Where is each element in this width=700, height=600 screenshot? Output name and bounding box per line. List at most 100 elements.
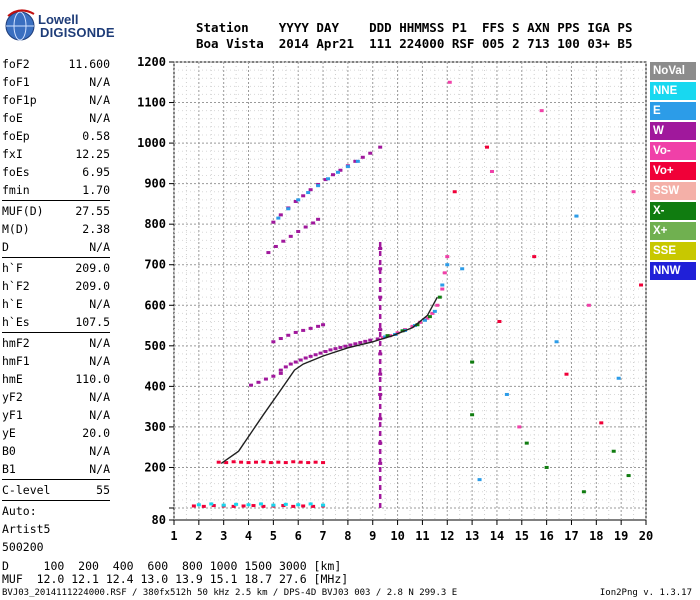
y-tick-label: 200 (144, 460, 166, 474)
echo-point (564, 372, 569, 376)
echo-point (517, 425, 522, 429)
echo-point (291, 460, 296, 464)
param-value: 209.0 (75, 279, 110, 293)
echo-point (425, 316, 430, 320)
echo-point (301, 194, 306, 198)
echo-point (497, 319, 502, 323)
param-value: N/A (89, 336, 110, 350)
echo-point (485, 145, 490, 149)
param-value: 110.0 (75, 372, 110, 386)
param-row: hmF2 N/A (2, 334, 110, 352)
param-row: M(D) 2.38 (2, 220, 110, 238)
echo-point (378, 461, 383, 465)
echo-point (278, 368, 283, 372)
echo-point (283, 461, 288, 465)
echo-point (298, 358, 303, 362)
echo-point (586, 303, 591, 307)
version-label: Ion2Png v. 1.3.17 (599, 588, 692, 598)
param-row: fmin 1.70 (2, 181, 110, 199)
echo-point (256, 380, 261, 384)
param-row: fxI 12.25 (2, 145, 110, 163)
legend-item: E (650, 102, 696, 120)
autoscaling-info: Auto: (2, 504, 37, 518)
echo-point (288, 234, 293, 238)
echo-point (298, 460, 303, 464)
echo-point (440, 283, 445, 287)
param-row: foE N/A (2, 109, 110, 127)
y-tick-label: 400 (144, 379, 166, 393)
echo-point (323, 349, 328, 353)
echo-point (271, 220, 276, 224)
echo-point (338, 345, 343, 349)
echo-point (378, 441, 383, 445)
param-value: N/A (89, 93, 110, 107)
echo-point (611, 449, 616, 453)
echo-point (278, 337, 283, 341)
x-tick-label: 5 (270, 529, 277, 543)
x-tick-label: 16 (539, 529, 553, 543)
x-tick-label: 6 (295, 529, 302, 543)
echo-point (271, 340, 276, 344)
param-value: N/A (89, 408, 110, 422)
lowell-digisonde-logo: Lowell DIGISONDE (4, 6, 124, 46)
echo-point (308, 354, 313, 358)
echo-point (343, 344, 348, 348)
echo-point (209, 502, 214, 506)
param-row: D N/A (2, 238, 110, 256)
echo-point (246, 461, 251, 465)
echo-point (338, 168, 343, 172)
echo-point (321, 323, 326, 327)
param-value: 1.70 (82, 183, 110, 197)
param-row: yF2 N/A (2, 388, 110, 406)
param-row: h`Es 107.5 (2, 313, 110, 331)
echo-point (524, 441, 529, 445)
param-value: N/A (89, 111, 110, 125)
echo-point (263, 377, 268, 381)
param-name: h`E (2, 297, 23, 311)
echo-point (335, 170, 340, 174)
echo-point (445, 255, 450, 259)
echo-point (631, 190, 636, 194)
echo-point (296, 198, 301, 202)
param-name: foEs (2, 165, 30, 179)
y-tick-label: 300 (144, 420, 166, 434)
echo-point (231, 460, 236, 464)
legend-item: NNW (650, 262, 696, 280)
echo-point (246, 503, 251, 507)
param-row: foF1 N/A (2, 73, 110, 91)
echo-point (281, 239, 286, 243)
echo-point (293, 330, 298, 334)
echo-point (271, 503, 276, 507)
echo-point (253, 460, 258, 464)
logo-line1: Lowell (38, 12, 79, 27)
param-value: 2.38 (82, 222, 110, 236)
echo-point (283, 502, 288, 506)
param-name: foF1p (2, 93, 37, 107)
param-name: h`Es (2, 315, 30, 329)
param-row: foEp 0.58 (2, 127, 110, 145)
param-value: 209.0 (75, 261, 110, 275)
param-name: foF2 (2, 57, 30, 71)
header-values: Boa Vista 2014 Apr21 111 224000 RSF 005 … (196, 36, 633, 51)
echo-point (345, 165, 350, 169)
echo-point (383, 335, 388, 339)
echo-point (452, 190, 457, 194)
x-tick-label: 11 (415, 529, 429, 543)
x-tick-label: 2 (195, 529, 202, 543)
param-value: 107.5 (75, 315, 110, 329)
echo-point (378, 295, 383, 299)
echo-point (224, 461, 229, 465)
legend-item: Vo- (650, 142, 696, 160)
echo-point (211, 504, 216, 508)
autoscaling-info: Artist5 (2, 522, 51, 536)
param-name: C-level (2, 483, 51, 497)
param-value: N/A (89, 240, 110, 254)
echo-point (353, 159, 358, 163)
param-value: N/A (89, 75, 110, 89)
param-value: 27.55 (75, 204, 110, 218)
echo-point (378, 372, 383, 376)
x-tick-label: 1 (170, 529, 177, 543)
echo-point (261, 504, 266, 508)
x-tick-label: 19 (614, 529, 628, 543)
echo-point (288, 362, 293, 366)
